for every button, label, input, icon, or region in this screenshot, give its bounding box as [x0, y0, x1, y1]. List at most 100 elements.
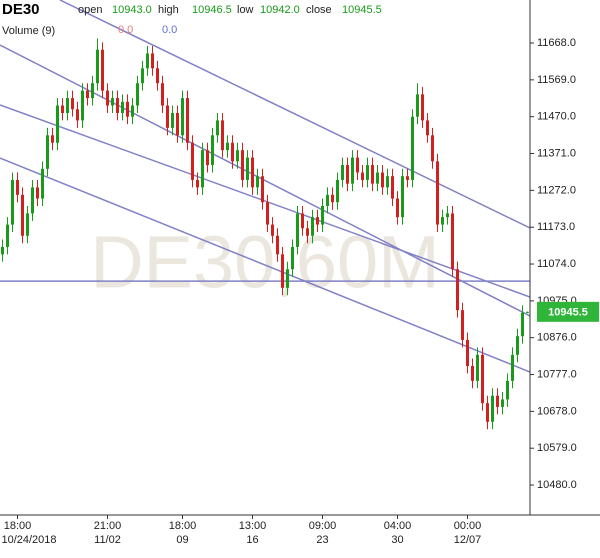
candle-body [446, 213, 449, 218]
volume-label: Volume (9) [2, 25, 55, 37]
header-label: high [158, 4, 179, 16]
candle-body [431, 135, 434, 162]
candle-body [196, 179, 199, 188]
candle-body [386, 176, 389, 188]
y-tick-label: 11173.0 [537, 221, 575, 233]
y-tick-label: 11371.0 [537, 147, 576, 159]
x-tick-label: 18:00 [4, 520, 32, 532]
candle-body [331, 194, 334, 203]
candle-body [211, 135, 214, 166]
candle-body [501, 399, 504, 407]
candle-body [496, 395, 499, 407]
x-tick-label: 21:00 [94, 520, 122, 532]
header-label: close [306, 4, 332, 16]
candle-body [306, 228, 309, 236]
header-label: open [78, 4, 102, 16]
candle-body [471, 365, 474, 381]
candle-body [36, 187, 39, 199]
last-price-box [537, 301, 599, 322]
candle-body [56, 105, 59, 143]
candle-body [506, 380, 509, 400]
candle-body [156, 68, 159, 84]
candle-body [456, 269, 459, 311]
candle-body [271, 224, 274, 236]
candle-body [411, 116, 414, 180]
candle-body [6, 224, 9, 247]
candle-body [316, 217, 319, 225]
candle-body [1, 246, 4, 255]
candle-body [76, 109, 79, 121]
header-value: 10945.5 [342, 4, 382, 16]
candle-body [261, 176, 264, 203]
candle-body [201, 150, 204, 188]
watermark: DE30,60M [90, 221, 440, 304]
x-tick-label: 04:00 [384, 520, 412, 532]
candle-body [326, 194, 329, 206]
x-tick-date: 23 [316, 534, 328, 546]
candle-body [51, 135, 54, 143]
candle-body [171, 112, 174, 128]
candle-body [266, 202, 269, 225]
x-tick-label: 18:00 [169, 520, 197, 532]
candle-body [26, 213, 29, 236]
candle-body [376, 172, 379, 184]
candle-body [91, 83, 94, 99]
candle-body [191, 142, 194, 180]
candle-body [151, 53, 154, 69]
y-tick-label: 10777.0 [537, 368, 577, 380]
candle-body [356, 157, 359, 173]
y-tick-label: 11668.0 [537, 37, 576, 49]
candle-body [416, 94, 419, 117]
header-value: 10943.0 [112, 4, 152, 16]
candle-body [106, 90, 109, 106]
y-tick-label: 11470.0 [537, 111, 576, 123]
y-tick-label: 11074.0 [537, 258, 576, 270]
candle-body [391, 176, 394, 199]
candle-body [436, 161, 439, 225]
candle-body [61, 105, 64, 113]
candle-body [476, 354, 479, 381]
candle-body [401, 176, 404, 218]
volume-value: 0.0 [162, 24, 177, 36]
candle-body [136, 83, 139, 106]
header-value: 10946.5 [192, 4, 232, 16]
candle-body [421, 94, 424, 121]
candle-body [166, 105, 169, 128]
x-tick-label: 00:00 [454, 520, 482, 532]
candle-body [161, 83, 164, 106]
y-tick-label: 11569.0 [537, 74, 576, 86]
symbol: DE30 [2, 1, 40, 18]
candle-body [291, 246, 294, 270]
candle-body [216, 120, 219, 136]
candle-body [101, 49, 104, 91]
candle-body [111, 98, 114, 106]
candle-body [256, 176, 259, 188]
candle-body [441, 217, 444, 225]
x-tick-date: 11/02 [94, 534, 121, 546]
volume-value: 0.0 [118, 24, 133, 36]
candle-body [516, 336, 519, 355]
candle-body [226, 142, 229, 151]
candle-body [276, 235, 279, 255]
candle-body [281, 254, 284, 288]
candle-body [521, 312, 524, 337]
x-tick-date: 12/07 [454, 534, 482, 546]
y-tick-label: 10480.0 [537, 479, 577, 491]
candle-body [246, 157, 249, 180]
candle-body [81, 90, 84, 121]
candle-body [206, 150, 209, 166]
candle-body [121, 101, 124, 113]
y-tick-label: 10678.0 [537, 405, 577, 417]
x-tick-label: 09:00 [309, 520, 337, 532]
candle-body [371, 165, 374, 184]
candle-body [231, 142, 234, 162]
candle-body [181, 98, 184, 136]
x-tick-label: 13:00 [239, 520, 267, 532]
last-price-label: 10945.5 [548, 307, 588, 319]
candle-body [336, 179, 339, 203]
candle-body [361, 172, 364, 180]
trend-line [0, 44, 530, 317]
candle-body [481, 354, 484, 404]
candle-body [146, 53, 149, 69]
candle-body [236, 150, 239, 162]
